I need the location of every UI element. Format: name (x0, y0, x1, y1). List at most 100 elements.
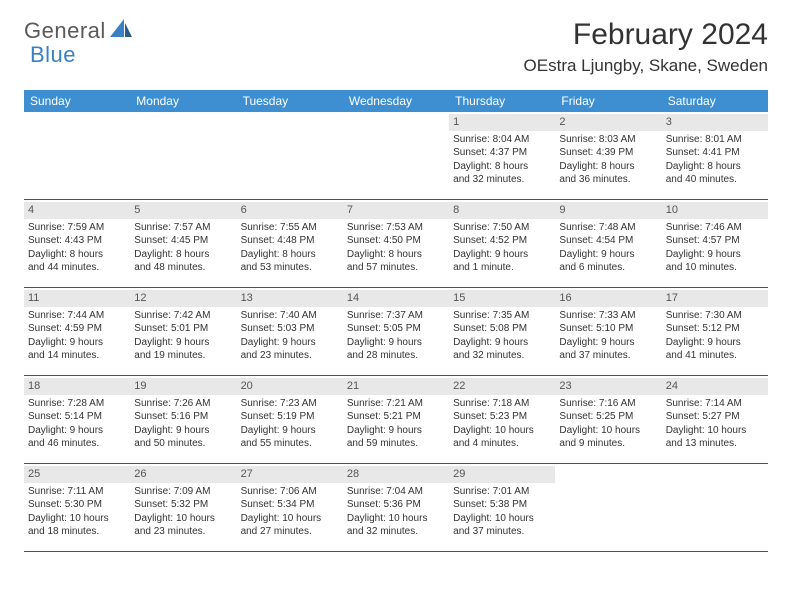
empty-cell (662, 464, 768, 551)
daylight-text: and 6 minutes. (559, 261, 657, 275)
day-cell: 22Sunrise: 7:18 AMSunset: 5:23 PMDayligh… (449, 376, 555, 463)
day-number: 13 (237, 290, 343, 307)
empty-cell (24, 112, 130, 199)
sunset-text: Sunset: 4:41 PM (666, 146, 764, 160)
day-number: 16 (555, 290, 661, 307)
sunrise-text: Sunrise: 7:42 AM (134, 309, 232, 323)
daylight-text: Daylight: 9 hours (453, 336, 551, 350)
daylight-text: and 37 minutes. (559, 349, 657, 363)
sunset-text: Sunset: 4:57 PM (666, 234, 764, 248)
daylight-text: Daylight: 9 hours (666, 248, 764, 262)
sunset-text: Sunset: 5:38 PM (453, 498, 551, 512)
daylight-text: Daylight: 9 hours (134, 424, 232, 438)
sunset-text: Sunset: 5:16 PM (134, 410, 232, 424)
day-number: 7 (343, 202, 449, 219)
daylight-text: and 23 minutes. (134, 525, 232, 539)
daylight-text: Daylight: 9 hours (453, 248, 551, 262)
daylight-text: and 59 minutes. (347, 437, 445, 451)
sunset-text: Sunset: 5:12 PM (666, 322, 764, 336)
week-row: 25Sunrise: 7:11 AMSunset: 5:30 PMDayligh… (24, 464, 768, 552)
week-row: 11Sunrise: 7:44 AMSunset: 4:59 PMDayligh… (24, 288, 768, 376)
month-title: February 2024 (524, 18, 768, 52)
day-number: 14 (343, 290, 449, 307)
sunrise-text: Sunrise: 7:53 AM (347, 221, 445, 235)
sunset-text: Sunset: 5:05 PM (347, 322, 445, 336)
weekday-friday: Friday (555, 90, 661, 112)
day-cell: 3Sunrise: 8:01 AMSunset: 4:41 PMDaylight… (662, 112, 768, 199)
location: OEstra Ljungby, Skane, Sweden (524, 56, 768, 76)
day-number: 15 (449, 290, 555, 307)
daylight-text: and 9 minutes. (559, 437, 657, 451)
title-block: February 2024 OEstra Ljungby, Skane, Swe… (524, 18, 768, 76)
sunrise-text: Sunrise: 7:57 AM (134, 221, 232, 235)
empty-cell (343, 112, 449, 199)
sunrise-text: Sunrise: 7:46 AM (666, 221, 764, 235)
day-cell: 7Sunrise: 7:53 AMSunset: 4:50 PMDaylight… (343, 200, 449, 287)
sunrise-text: Sunrise: 7:23 AM (241, 397, 339, 411)
calendar: SundayMondayTuesdayWednesdayThursdayFrid… (24, 90, 768, 552)
logo-sail-icon (110, 19, 132, 44)
calendar-body: 1Sunrise: 8:04 AMSunset: 4:37 PMDaylight… (24, 112, 768, 552)
logo-text-blue: Blue (30, 42, 76, 67)
sunset-text: Sunset: 5:01 PM (134, 322, 232, 336)
daylight-text: Daylight: 9 hours (28, 424, 126, 438)
logo: General (24, 18, 134, 44)
sunrise-text: Sunrise: 7:55 AM (241, 221, 339, 235)
sunrise-text: Sunrise: 8:01 AM (666, 133, 764, 147)
day-cell: 28Sunrise: 7:04 AMSunset: 5:36 PMDayligh… (343, 464, 449, 551)
sunrise-text: Sunrise: 7:59 AM (28, 221, 126, 235)
day-cell: 12Sunrise: 7:42 AMSunset: 5:01 PMDayligh… (130, 288, 236, 375)
sunrise-text: Sunrise: 7:06 AM (241, 485, 339, 499)
day-cell: 4Sunrise: 7:59 AMSunset: 4:43 PMDaylight… (24, 200, 130, 287)
day-cell: 8Sunrise: 7:50 AMSunset: 4:52 PMDaylight… (449, 200, 555, 287)
weekday-thursday: Thursday (449, 90, 555, 112)
daylight-text: and 28 minutes. (347, 349, 445, 363)
day-number: 28 (343, 466, 449, 483)
sunset-text: Sunset: 5:14 PM (28, 410, 126, 424)
sunrise-text: Sunrise: 7:40 AM (241, 309, 339, 323)
sunrise-text: Sunrise: 7:48 AM (559, 221, 657, 235)
daylight-text: Daylight: 9 hours (347, 424, 445, 438)
daylight-text: and 1 minute. (453, 261, 551, 275)
day-number: 21 (343, 378, 449, 395)
daylight-text: and 44 minutes. (28, 261, 126, 275)
day-number: 19 (130, 378, 236, 395)
daylight-text: and 14 minutes. (28, 349, 126, 363)
sunrise-text: Sunrise: 7:37 AM (347, 309, 445, 323)
sunrise-text: Sunrise: 7:04 AM (347, 485, 445, 499)
sunrise-text: Sunrise: 8:04 AM (453, 133, 551, 147)
day-number: 2 (555, 114, 661, 131)
daylight-text: and 50 minutes. (134, 437, 232, 451)
day-number: 20 (237, 378, 343, 395)
daylight-text: and 23 minutes. (241, 349, 339, 363)
logo-text-blue-wrap: Blue (32, 42, 76, 68)
day-cell: 19Sunrise: 7:26 AMSunset: 5:16 PMDayligh… (130, 376, 236, 463)
day-number: 27 (237, 466, 343, 483)
week-row: 18Sunrise: 7:28 AMSunset: 5:14 PMDayligh… (24, 376, 768, 464)
daylight-text: Daylight: 8 hours (453, 160, 551, 174)
empty-cell (237, 112, 343, 199)
daylight-text: and 27 minutes. (241, 525, 339, 539)
sunset-text: Sunset: 5:30 PM (28, 498, 126, 512)
sunset-text: Sunset: 4:59 PM (28, 322, 126, 336)
day-number: 6 (237, 202, 343, 219)
weekday-monday: Monday (130, 90, 236, 112)
day-cell: 16Sunrise: 7:33 AMSunset: 5:10 PMDayligh… (555, 288, 661, 375)
day-cell: 15Sunrise: 7:35 AMSunset: 5:08 PMDayligh… (449, 288, 555, 375)
day-cell: 11Sunrise: 7:44 AMSunset: 4:59 PMDayligh… (24, 288, 130, 375)
sunset-text: Sunset: 5:03 PM (241, 322, 339, 336)
daylight-text: Daylight: 9 hours (559, 248, 657, 262)
daylight-text: and 19 minutes. (134, 349, 232, 363)
daylight-text: Daylight: 8 hours (28, 248, 126, 262)
daylight-text: Daylight: 8 hours (134, 248, 232, 262)
daylight-text: and 32 minutes. (453, 349, 551, 363)
daylight-text: and 10 minutes. (666, 261, 764, 275)
day-number: 5 (130, 202, 236, 219)
daylight-text: Daylight: 10 hours (666, 424, 764, 438)
day-number: 17 (662, 290, 768, 307)
daylight-text: and 32 minutes. (453, 173, 551, 187)
day-cell: 14Sunrise: 7:37 AMSunset: 5:05 PMDayligh… (343, 288, 449, 375)
day-cell: 6Sunrise: 7:55 AMSunset: 4:48 PMDaylight… (237, 200, 343, 287)
daylight-text: and 55 minutes. (241, 437, 339, 451)
daylight-text: Daylight: 10 hours (134, 512, 232, 526)
